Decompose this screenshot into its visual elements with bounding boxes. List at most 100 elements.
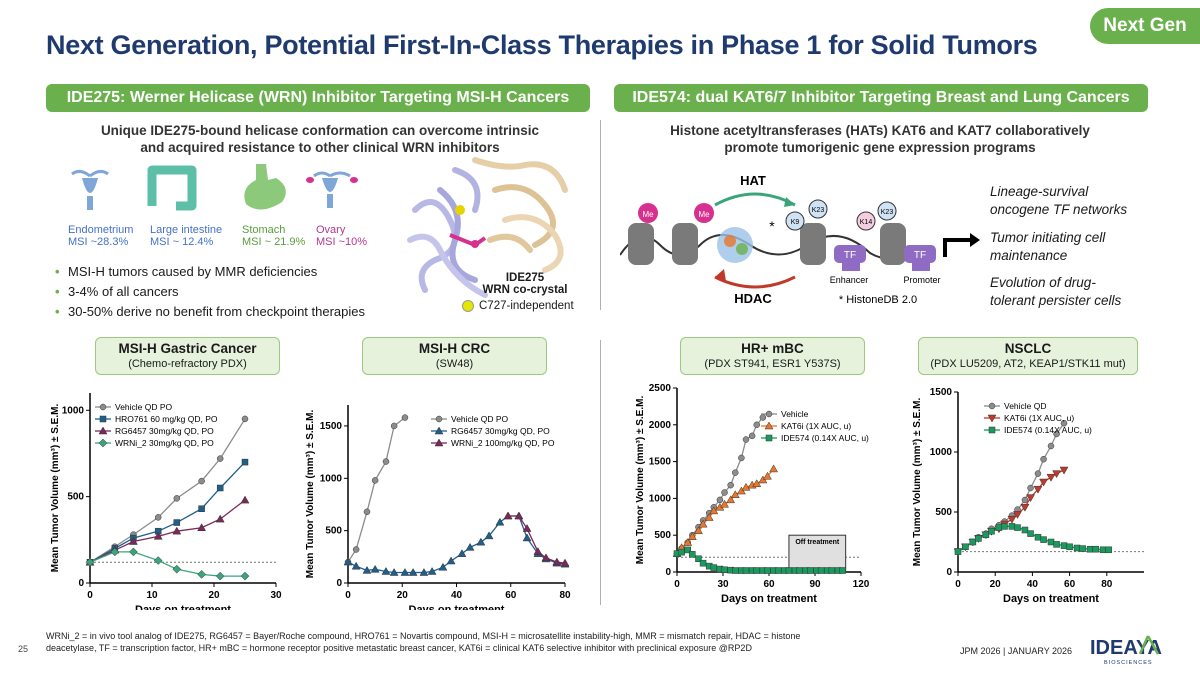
data-point — [408, 568, 418, 576]
data-point — [343, 557, 353, 566]
data-point — [732, 469, 739, 476]
x-tick-label: 80 — [1101, 579, 1113, 590]
program-line: maintenance — [990, 248, 1068, 263]
chart-box-gastric: MSI-H Gastric Cancer (Chemo-refractory P… — [95, 337, 280, 375]
data-point — [741, 482, 751, 491]
series — [672, 464, 779, 557]
data-point — [1040, 536, 1047, 543]
legend-label: Vehicle QD PO — [451, 414, 509, 424]
y-tick-label: 2000 — [649, 420, 672, 431]
data-point — [1027, 530, 1034, 537]
data-point — [552, 557, 562, 566]
legend-entry: Vehicle QD PO — [95, 402, 173, 412]
section-right-header: IDE574: dual KAT6/7 Inhibitor Targeting … — [614, 84, 1148, 112]
data-point — [128, 537, 138, 545]
chart-box-nsclc: NSCLC (PDX LU5209, AT2, KEAP1/STK11 mut) — [918, 337, 1138, 375]
series-line — [89, 551, 245, 577]
organ-name: Large intestine — [150, 224, 223, 236]
footer-date: JPM 2026 | JANUARY 2026 — [960, 646, 1073, 656]
x-tick-label: 0 — [87, 590, 93, 601]
data-point — [987, 414, 997, 423]
footnote-line1: WRNi_2 = in vivo tool analog of IDE275, … — [46, 631, 801, 641]
legend-label: RG6457 30mg/kg QD, PO — [115, 426, 214, 436]
organ-msi: MSI ~10% — [316, 236, 368, 248]
kat-protein-icon — [717, 227, 753, 263]
program-3: Evolution of drug- tolerant persister ce… — [990, 274, 1121, 310]
data-point — [704, 513, 714, 521]
data-point — [362, 565, 372, 574]
data-point — [1092, 545, 1099, 553]
logo-subtext: BIOSCIENCES — [1104, 660, 1153, 666]
legend-entry: IDE574 (0.14X AUC, u) — [761, 433, 869, 443]
data-point — [457, 549, 467, 557]
k14-label: K14 — [860, 219, 873, 226]
yellow-dot-icon — [462, 300, 474, 312]
promoter-label: Promoter — [903, 275, 940, 285]
x-axis-label: Days on treatment — [409, 604, 505, 610]
program-line: oncogene TF networks — [990, 202, 1128, 217]
data-point — [110, 547, 120, 557]
y-tick-label: 0 — [665, 567, 671, 578]
organ-msi: MSI ~28.3% — [68, 236, 129, 248]
y-tick-label: 500 — [654, 530, 671, 541]
data-point — [1027, 484, 1034, 492]
chart-box-subtitle: (PDX ST941, ESR1 Y537S) — [704, 358, 841, 370]
data-point — [419, 568, 429, 576]
data-point — [678, 548, 685, 556]
data-point — [988, 527, 995, 535]
organ-msi: MSI ~ 21.9% — [242, 236, 306, 248]
y-tick-label: 0 — [78, 578, 84, 589]
x-tick-label: 40 — [1027, 579, 1039, 590]
legend-label: KAT6i (1X AUC, u) — [1004, 413, 1074, 423]
chart-box-crc: MSI-H CRC (SW48) — [362, 337, 547, 375]
data-point — [1086, 545, 1094, 553]
bullet-item: MSI-H tumors caused by MMR deficiencies — [55, 262, 365, 282]
data-point — [753, 567, 760, 574]
top-divider — [600, 120, 601, 310]
data-point — [241, 458, 249, 466]
data-point — [240, 571, 250, 581]
chart-gastric: 0 10 20 30 0 500 1000 Days on treatment Mean Tum… — [50, 393, 282, 610]
series — [343, 511, 570, 576]
chart-box-mbc: HR+ mBC (PDX ST941, ESR1 Y537S) — [680, 337, 865, 375]
intestine-icon — [147, 165, 197, 211]
organ-name: Endometrium — [68, 224, 134, 236]
series-line — [89, 418, 246, 563]
right-subtitle-line1: Histone acetyltransferases (HATs) KAT6 a… — [670, 123, 1090, 138]
organ-endometrium: Endometrium MSI ~28.3% — [68, 224, 133, 248]
organ-large-intestine: Large intestine MSI ~ 12.4% — [150, 224, 222, 248]
organ-ovary: Ovary MSI ~10% — [316, 224, 367, 248]
data-point — [98, 438, 108, 448]
data-point — [197, 523, 207, 531]
hat-hdac-diagram: HAT HDAC Me Me * K9 K23 K14 K23 TF TF En… — [620, 173, 980, 306]
data-point — [1039, 478, 1048, 487]
legend-label: Vehicle QD — [1004, 401, 1047, 411]
series-line — [676, 468, 775, 555]
organ-stomach: Stomach MSI ~ 21.9% — [242, 224, 305, 248]
right-subtitle-line2: promote tumorigenic gene expression prog… — [724, 140, 1036, 155]
data-point — [401, 414, 409, 421]
data-point — [198, 505, 205, 512]
y-tick-label: 500 — [325, 526, 342, 537]
data-point — [370, 564, 380, 573]
program-2: Tumor initiating cell maintenance — [990, 229, 1105, 265]
crystal-legend-label: C727-independent — [479, 300, 574, 312]
me-label: Me — [642, 210, 654, 219]
data-point — [1060, 419, 1068, 427]
legend-entry: Vehicle QD PO — [431, 414, 509, 424]
k9-label: K9 — [791, 219, 800, 226]
data-point — [154, 514, 162, 521]
data-point — [1047, 538, 1055, 546]
star-label: * — [769, 218, 775, 234]
data-point — [390, 422, 398, 430]
data-point — [721, 566, 728, 574]
x-axis-label: Days on treatment — [135, 604, 231, 610]
data-point — [446, 556, 456, 565]
data-point — [560, 558, 570, 567]
bottom-divider — [600, 340, 601, 605]
series — [673, 546, 846, 574]
data-point — [1099, 546, 1107, 554]
data-point — [1040, 455, 1047, 463]
data-point — [215, 514, 225, 523]
chart-box-subtitle: (Chemo-refractory PDX) — [128, 358, 247, 370]
